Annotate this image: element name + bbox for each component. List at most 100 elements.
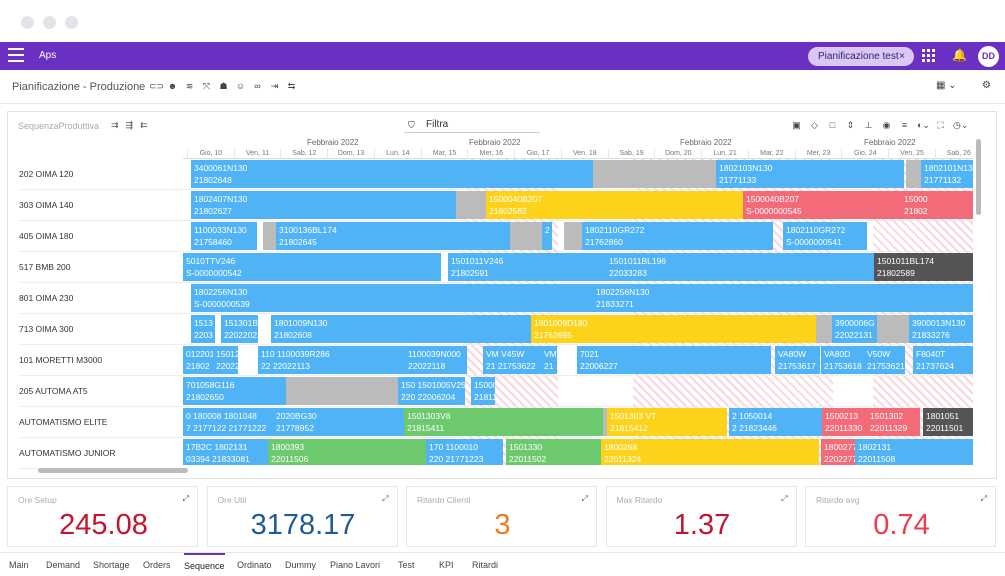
view-option-icon[interactable]: ⇕ — [846, 120, 855, 130]
gantt-bar[interactable]: 170 1100010 220 21771223 — [426, 439, 503, 465]
resource-label[interactable]: 713 OIMA 300 — [19, 314, 183, 345]
gantt-bar[interactable]: 2020BG30 21778952 — [273, 408, 404, 436]
gantt-bar[interactable]: 1100033N130 21758460 — [191, 222, 257, 250]
gantt-bar[interactable]: 5010TTV246 S-0000000542 — [183, 253, 441, 281]
view-option-icon[interactable]: ▣ — [792, 120, 801, 130]
tab-dummy[interactable]: Dummy — [285, 560, 316, 570]
gantt-bar[interactable]: 1800268 22011324 — [601, 439, 819, 465]
scenario-chip[interactable]: Pianificazione test × — [808, 47, 914, 66]
gantt-bar[interactable]: 1802101N13 21771132 — [921, 160, 973, 188]
gantt-bar[interactable]: 1100039N000 22022118 — [405, 346, 467, 374]
gantt-bar[interactable]: 7021 22006227 — [577, 346, 771, 374]
layout-menu-icon[interactable]: ▦ ⌄ — [936, 80, 957, 91]
gantt-bar[interactable]: 1802256N130 21833271 — [593, 284, 973, 312]
gantt-bar[interactable]: 1800277 2202277 — [821, 439, 855, 465]
gantt-bar[interactable]: 17B2C 1802131 03394 21833081 — [183, 439, 268, 465]
gantt-bar[interactable]: 1501303 VT 21815412 — [607, 408, 727, 436]
expand-icon[interactable]: ⤢ — [581, 494, 588, 503]
toolbar-tool-icon[interactable]: ☻ — [167, 81, 178, 91]
tab-main[interactable]: Main — [9, 560, 29, 570]
close-icon[interactable]: × — [899, 51, 905, 62]
view-option-icon[interactable]: ⊥ — [864, 120, 873, 130]
toolbar-tool-icon[interactable]: ⇥ — [270, 81, 279, 91]
expand-icon[interactable]: ⤢ — [182, 494, 189, 503]
resource-label[interactable]: 517 BMB 200 — [19, 252, 183, 283]
gantt-bar[interactable]: 15012 22022 — [213, 346, 238, 374]
panel-tool-icon[interactable]: ⇶ — [125, 120, 134, 130]
resource-label[interactable]: 101 MORETTI M3000 — [19, 345, 183, 376]
gantt-bar[interactable]: 1501011BL196 22033283 — [606, 253, 874, 281]
gantt-bar[interactable]: 150 1501005V25 220 22006204 — [398, 377, 465, 405]
panel-tool-icon[interactable]: ⇇ — [140, 120, 148, 130]
tab-ordinato[interactable]: Ordinato — [237, 560, 272, 570]
tab-ritardi[interactable]: Ritardi — [472, 560, 499, 570]
gantt-bar[interactable]: 2 — [542, 222, 552, 250]
gantt-bar[interactable]: 1801051 22011501 — [923, 408, 973, 436]
apps-grid-icon[interactable] — [922, 49, 935, 62]
gantt-bar[interactable]: 1501011BL174 21802589 — [874, 253, 973, 281]
toolbar-tool-icon[interactable]: ☗ — [219, 81, 228, 91]
gantt-bar[interactable]: 1501011V246 21802591 — [448, 253, 606, 281]
tab-orders[interactable]: Orders — [143, 560, 171, 570]
view-option-icon[interactable]: ◷⌄ — [953, 120, 969, 130]
gantt-bar[interactable]: 3900013N130 21833276 — [909, 315, 973, 343]
gantt-bar[interactable]: 3900006G 22022131 — [832, 315, 877, 343]
resource-label[interactable]: 205 AUTOMA AT5 — [19, 376, 183, 407]
gantt-bar[interactable]: 1501303V8 21815411 — [404, 408, 603, 436]
gantt-bar[interactable]: 701058G116 21802650 — [183, 377, 286, 405]
gantt-bar[interactable]: 110 1100039R286 22 22022113 — [258, 346, 413, 374]
gantt-bar[interactable]: 1802407N130 21802627 — [191, 191, 456, 219]
gantt-bar[interactable]: 1801009N130 21802608 — [271, 315, 531, 343]
gantt-bar[interactable] — [263, 222, 276, 250]
gantt-bar[interactable]: 3100136BL174 21802645 — [276, 222, 510, 250]
gantt-bar[interactable]: 0 180008 1801048 7 2177122 21771222 — [183, 408, 273, 436]
gantt-bar[interactable]: 1802110GR272 21762860 — [582, 222, 773, 250]
tab-sequence[interactable]: Sequence — [184, 553, 225, 571]
panel-tool-icon[interactable]: ⇉ — [111, 120, 119, 130]
gantt-bar[interactable] — [593, 160, 716, 188]
expand-icon[interactable]: ⤢ — [781, 494, 788, 503]
resource-label[interactable]: AUTOMATISMO ELITE — [19, 407, 183, 438]
gantt-bar[interactable]: 1501330 22011502 — [506, 439, 601, 465]
gantt-bar[interactable] — [456, 191, 486, 219]
tab-piano-lavori[interactable]: Piano Lavori — [330, 560, 381, 570]
gantt-bar[interactable]: 1802131 22011508 — [855, 439, 973, 465]
menu-icon[interactable] — [8, 48, 24, 64]
gantt-bar[interactable]: 3400061N130 21802648 — [191, 160, 593, 188]
resource-label[interactable]: AUTOMATISMO JUNIOR — [19, 438, 183, 469]
gantt-bar[interactable]: VM V45W 21 21753622 — [483, 346, 541, 374]
gantt-bar[interactable]: 1800393 22011506 — [268, 439, 426, 465]
gantt-bar[interactable]: 15000 21811 — [471, 377, 495, 405]
gantt-bar[interactable] — [816, 315, 832, 343]
tab-demand[interactable]: Demand — [46, 560, 81, 570]
avatar[interactable]: DD — [978, 46, 999, 67]
gantt-bar[interactable]: VA80D 21753618 — [821, 346, 864, 374]
toolbar-tool-icon[interactable]: ⊂⊃ — [149, 81, 165, 91]
gantt-bar[interactable]: 1513 2203 — [191, 315, 215, 343]
gantt-bar[interactable]: VA80W 21753617 — [775, 346, 820, 374]
gantt-bar[interactable] — [510, 222, 542, 250]
window-dot-minimize[interactable] — [43, 16, 56, 29]
tab-test[interactable]: Test — [398, 560, 415, 570]
window-dot-maximize[interactable] — [65, 16, 78, 29]
view-option-icon[interactable]: ◐⌄ — [917, 120, 930, 130]
gantt-bar[interactable]: 1500040B207 S-0000000545 — [743, 191, 901, 219]
resource-label[interactable]: 202 OIMA 120 — [19, 159, 183, 190]
gantt-bar[interactable]: VM 21 — [541, 346, 557, 374]
toolbar-tool-icon[interactable]: ⇆ — [287, 81, 296, 91]
resource-label[interactable]: 303 OIMA 140 — [19, 190, 183, 221]
gantt-bar[interactable] — [286, 377, 398, 405]
gantt-bar[interactable]: 1500040B207 21802582 — [486, 191, 743, 219]
gear-icon[interactable]: ⚙ — [982, 80, 991, 91]
bell-icon[interactable]: 🔔 — [952, 48, 967, 62]
filter-input[interactable]: ⛉ Filtra — [404, 118, 540, 133]
gantt-chart[interactable]: Febbraio 2022 Febbraio 2022 Febbraio 2022 F… — [183, 138, 973, 465]
gantt-bar[interactable] — [906, 160, 921, 188]
expand-icon[interactable]: ⤢ — [382, 494, 389, 503]
gantt-bar[interactable] — [877, 315, 909, 343]
horizontal-scrollbar[interactable] — [38, 468, 188, 473]
gantt-bar[interactable]: 012201 21802 — [183, 346, 213, 374]
expand-icon[interactable]: ⤢ — [980, 494, 987, 503]
window-dot-close[interactable] — [21, 16, 34, 29]
gantt-bar[interactable]: F8040T 21737624 — [913, 346, 973, 374]
